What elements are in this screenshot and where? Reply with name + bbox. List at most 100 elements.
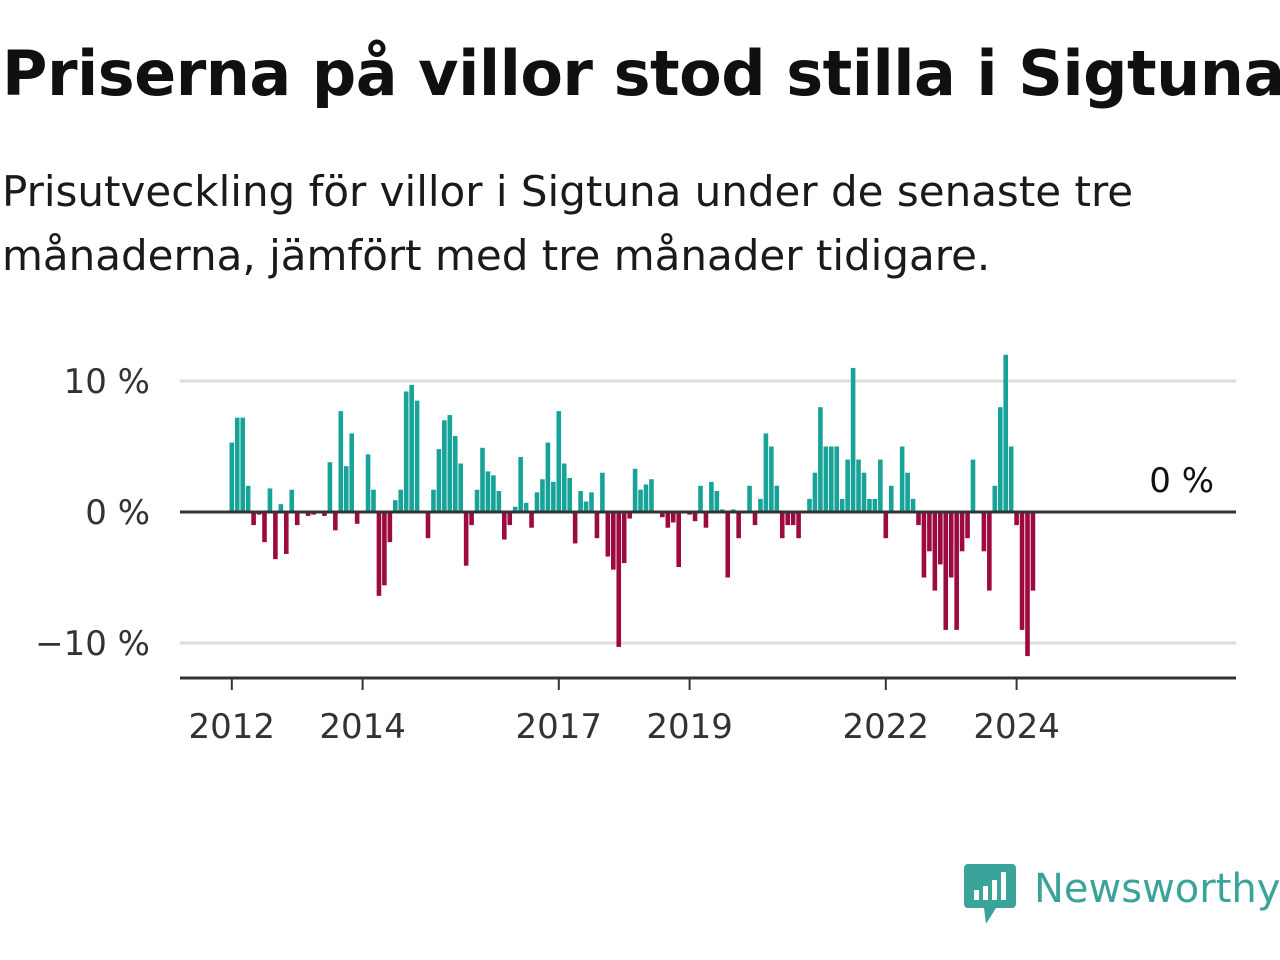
chart-bar <box>959 512 965 552</box>
chart-bar <box>632 468 638 512</box>
chart-bar <box>551 481 556 512</box>
chart-bar <box>1008 446 1014 512</box>
chart-bar <box>812 472 818 512</box>
chart-bar <box>556 411 562 512</box>
chart-bar <box>670 512 676 523</box>
chart-bar <box>447 415 453 512</box>
chart-bar <box>709 481 714 512</box>
chart-bar <box>899 446 905 512</box>
chart-bar <box>834 446 840 512</box>
chart-bar <box>605 512 611 557</box>
chart-bar <box>262 512 267 543</box>
chart-bar <box>627 512 632 519</box>
chart-bar <box>676 512 681 568</box>
bar-chart: 10 % 0 % −10 % 2012 2014 2017 2019 2022 2024 0 % <box>35 354 1236 747</box>
axis-layer: 10 % 0 % −10 % 2012 2014 2017 2019 2022 2024 <box>35 362 1236 747</box>
chart-bar <box>861 472 867 512</box>
chart-bar <box>578 491 583 512</box>
chart-bar <box>583 501 589 512</box>
chart-bar <box>611 512 616 570</box>
chart-bar <box>970 459 976 512</box>
x-tick-label: 2022 <box>843 707 930 747</box>
chart-bar <box>692 512 698 522</box>
chart-bar <box>992 485 998 512</box>
chart-bar <box>927 512 932 552</box>
chart-bar <box>365 454 371 512</box>
chart-bar <box>872 498 878 512</box>
chart-bar <box>905 472 910 512</box>
chart-bar <box>561 463 567 512</box>
chart-bar <box>845 459 850 512</box>
chart-bar <box>523 502 529 512</box>
chart-bar <box>823 446 829 512</box>
chart-bar <box>660 512 665 518</box>
chart-bar <box>997 407 1003 512</box>
chart-bar <box>322 512 327 516</box>
chart-bar <box>496 491 502 512</box>
chart-bar <box>518 456 523 512</box>
bars-layer <box>229 354 1036 657</box>
chart-bar <box>643 484 649 512</box>
chart-bar <box>371 489 376 512</box>
x-tick-label: 2014 <box>319 707 406 747</box>
chart-bar <box>409 384 414 512</box>
chart-bar <box>289 489 295 512</box>
chart-bar <box>938 512 943 565</box>
chart-bar <box>452 436 458 512</box>
chart-bar <box>856 459 861 512</box>
y-tick-label: 0 % <box>85 493 150 533</box>
chart-bar <box>921 512 927 578</box>
chart-bar <box>807 498 812 512</box>
chart-bar <box>485 471 491 512</box>
chart-bar <box>534 492 540 512</box>
chart-bar <box>589 492 594 512</box>
chart-bar <box>507 512 513 526</box>
chart-bar <box>273 512 278 560</box>
chart-bar <box>567 477 572 512</box>
latest-value-annotation: 0 % <box>1149 461 1214 501</box>
chart-bar <box>916 512 921 526</box>
chart-bar <box>616 512 622 647</box>
chart-bar <box>349 433 354 512</box>
chart-bar <box>278 504 284 512</box>
chart-bar <box>665 512 671 528</box>
chart-bar <box>1003 354 1008 512</box>
chart-bar <box>769 446 774 512</box>
chart-bar <box>387 512 393 543</box>
chart-bar <box>284 512 289 554</box>
page-title: Priserna på villor stod stilla i Sigtuna <box>2 37 1280 110</box>
chart-bar <box>474 489 480 512</box>
x-tick-label: 2012 <box>189 707 276 747</box>
chart-bar <box>463 512 469 566</box>
chart-bar <box>393 500 398 512</box>
chart-bar <box>818 407 823 512</box>
chart-bar <box>850 367 856 512</box>
chart-bar <box>469 512 474 526</box>
y-tick-label: 10 % <box>64 362 150 402</box>
chart-bar <box>736 512 741 539</box>
chart-bar <box>540 479 545 512</box>
x-tick-label: 2024 <box>973 707 1060 747</box>
chart-bar <box>431 489 436 512</box>
chart-bar <box>480 447 485 512</box>
chart-bar <box>267 488 273 512</box>
chart-bar <box>572 512 578 544</box>
chart-bar <box>442 420 447 512</box>
chart-bar <box>240 417 245 512</box>
chart-bar <box>703 512 709 528</box>
chart-bar <box>839 498 845 512</box>
chart-bar <box>965 512 970 539</box>
chart-bar <box>981 512 987 552</box>
chart-bar <box>338 411 344 512</box>
chart-bar <box>529 512 534 528</box>
page-subtitle: Prisutveckling för villor i Sigtuna unde… <box>2 167 1134 280</box>
chart-bar <box>785 512 790 526</box>
chart-bar <box>747 485 752 512</box>
chart-bar <box>790 512 796 526</box>
chart-bar <box>354 512 360 524</box>
chart-bar <box>763 433 769 512</box>
chart-bar <box>343 466 349 512</box>
chart-bar <box>403 391 409 512</box>
chart-bar <box>638 489 643 512</box>
x-tick-label: 2019 <box>646 707 733 747</box>
